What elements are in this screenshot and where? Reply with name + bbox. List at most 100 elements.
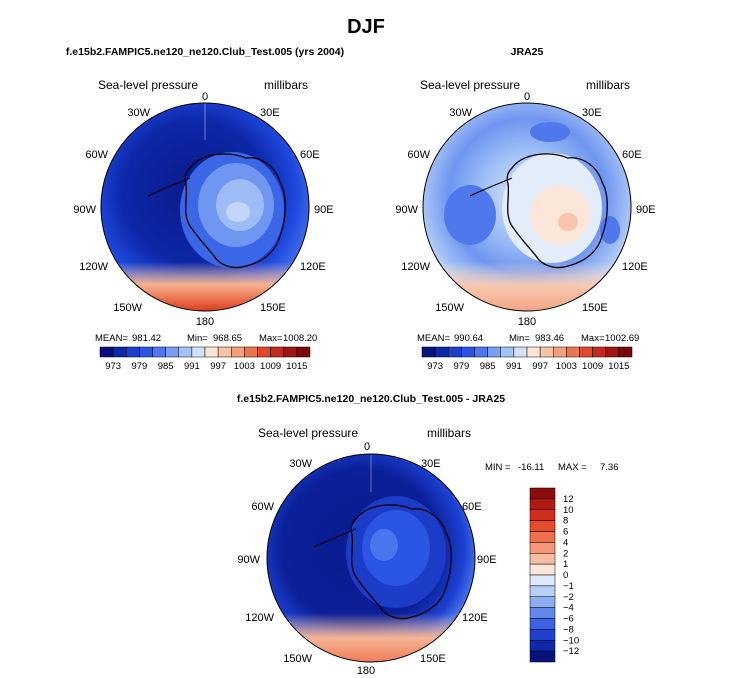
colorbar-swatch: [529, 487, 556, 500]
colorbar-swatch: [529, 574, 556, 587]
colorbar-swatch: [526, 346, 541, 358]
antarctica-coastline: [506, 153, 608, 269]
colorbar-label: −10: [563, 635, 579, 646]
colorbar-label: 8: [563, 516, 568, 527]
mean-label: MEAN=: [417, 333, 450, 344]
lon-label-90w: 90W: [237, 554, 260, 566]
colorbar-swatch: [529, 650, 556, 663]
lon-label-60w: 60W: [251, 501, 274, 513]
lon-label-0: 0: [202, 91, 208, 103]
panel-title: f.e15b2.FAMPIC5.ne120_ne120.Club_Test.00…: [237, 393, 505, 405]
colorbar-swatch: [513, 346, 528, 358]
colorbar-label: 985: [158, 361, 174, 372]
lon-label-180: 180: [357, 665, 375, 677]
panel-reanalysis: JRA25 Sea-level pressure millibars 0 30E…: [395, 46, 655, 372]
colorbar-swatch: [529, 563, 556, 576]
colorbar-swatch: [244, 346, 258, 358]
stats-line: MEAN= 990.64 Min= 983.46 Max= 1002.69: [417, 333, 639, 344]
lon-label-60e: 60E: [300, 149, 320, 161]
colorbar-label: 10: [563, 505, 574, 516]
subtitle-variable: Sea-level pressure: [98, 78, 198, 92]
lon-label-120e: 120E: [462, 612, 488, 624]
lon-label-0: 0: [524, 91, 530, 103]
lon-label-90e: 90E: [477, 554, 497, 566]
colorbar-swatch: [529, 629, 556, 641]
min-label: Min=: [509, 333, 530, 344]
lon-label-120e: 120E: [622, 261, 648, 273]
lon-label-150w: 150W: [435, 302, 464, 314]
antarctica-coastline: [350, 504, 452, 620]
lon-label-120e: 120E: [300, 261, 326, 273]
colorbar-label: −2: [563, 592, 574, 603]
lon-label-30e: 30E: [421, 458, 441, 470]
lon-label-150e: 150E: [260, 302, 286, 314]
lon-label-120w: 120W: [401, 261, 430, 273]
colorbar-label: −6: [563, 614, 574, 625]
colorbar-label: 1003: [234, 361, 255, 372]
min-value: 983.46: [535, 333, 564, 344]
lon-label-120w: 120W: [79, 261, 108, 273]
colorbar-swatch: [529, 498, 556, 510]
mean-label: MEAN=: [95, 333, 128, 344]
colorbar-label: 997: [532, 361, 548, 372]
panel-difference: f.e15b2.FAMPIC5.ne120_ne120.Club_Test.00…: [237, 393, 619, 677]
colorbar-label: 1015: [608, 361, 629, 372]
colorbar-label: 1003: [556, 361, 577, 372]
lon-label-30e: 30E: [582, 107, 602, 119]
peninsula-coastline: [313, 528, 357, 548]
colorbar-swatch: [539, 346, 554, 358]
colorbar-label: 0: [563, 570, 568, 581]
colorbar-swatch: [592, 346, 606, 358]
colorbar-swatch: [529, 640, 556, 652]
colorbar-label: 2: [563, 548, 568, 559]
lon-label-150e: 150E: [582, 302, 608, 314]
map-field: [423, 103, 631, 311]
colorbar: 973 979 985 991 997 1003 1009 1015: [99, 346, 311, 372]
lon-label-150e: 150E: [420, 653, 446, 665]
colorbar-swatch: [529, 509, 556, 521]
panel-title: JRA25: [511, 46, 544, 58]
colorbar-label: −4: [563, 603, 574, 614]
lon-label-150w: 150W: [113, 302, 142, 314]
lon-label-0: 0: [364, 441, 370, 453]
colorbar-swatch: [500, 346, 515, 358]
colorbar: 973 979 985 991 997 1003 1009 1015: [421, 346, 633, 372]
max-value: 1008.20: [283, 333, 317, 344]
colorbar-label: 1: [563, 559, 568, 570]
lon-label-180: 180: [518, 316, 536, 328]
lon-label-180: 180: [196, 316, 214, 328]
colorbar-swatch: [257, 346, 271, 358]
colorbar-swatch: [529, 596, 556, 608]
colorbar-swatch: [139, 346, 153, 358]
mean-value: 981.42: [132, 333, 161, 344]
colorbar-label: 12: [563, 494, 574, 505]
subtitle-variable: Sea-level pressure: [258, 426, 358, 440]
stats-line: MEAN= 981.42 Min= 968.65 Max= 1008.20: [95, 333, 317, 344]
max-label: Max=: [581, 333, 605, 344]
map-border: [100, 102, 310, 312]
colorbar-label: 1009: [260, 361, 281, 372]
longitude-labels: 0 30E 60E 90E 120E 150E 180 150W 120W 90…: [395, 91, 655, 328]
colorbar-swatch: [529, 553, 556, 565]
map-border: [266, 453, 476, 663]
colorbar-swatch: [529, 607, 556, 619]
lon-label-30w: 30W: [289, 458, 312, 470]
colorbar-swatch: [434, 346, 449, 358]
colorbar-swatch: [579, 346, 593, 358]
lon-label-60w: 60W: [407, 149, 430, 161]
colorbar-swatch: [529, 618, 556, 630]
colorbar-swatch: [448, 346, 462, 358]
lon-label-30e: 30E: [260, 107, 280, 119]
colorbar-swatch: [461, 346, 475, 358]
colorbar-swatch: [529, 585, 556, 597]
stats-line: MIN = -16.11 MAX = 7.36: [485, 462, 619, 473]
colorbar-swatch: [152, 346, 166, 358]
peninsula-coastline: [469, 177, 513, 197]
panel-model: f.e15b2.FAMPIC5.ne120_ne120.Club_Test.00…: [66, 46, 344, 372]
colorbar-swatch: [165, 346, 179, 358]
colorbar-swatch: [553, 346, 567, 358]
colorbar-swatch: [178, 346, 193, 358]
subtitle-variable: Sea-level pressure: [420, 78, 520, 92]
